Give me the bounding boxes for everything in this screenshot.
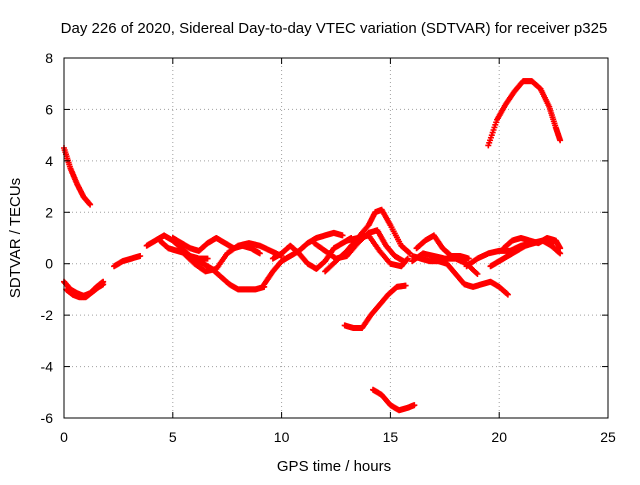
series-track-1 bbox=[61, 145, 94, 208]
data-point bbox=[404, 255, 411, 262]
data-point bbox=[474, 271, 481, 277]
data-point bbox=[473, 269, 480, 276]
series-track-14 bbox=[341, 282, 409, 331]
data-point bbox=[256, 250, 263, 257]
y-tick-label: -2 bbox=[41, 307, 54, 323]
data-layer bbox=[61, 78, 564, 414]
data-point bbox=[411, 402, 418, 409]
data-point bbox=[339, 232, 346, 239]
x-tick-label: 10 bbox=[274, 429, 290, 445]
data-point bbox=[100, 281, 107, 288]
y-axis-label: SDTVAR / TECUs bbox=[7, 178, 24, 298]
y-tick-label: -6 bbox=[41, 410, 54, 426]
x-tick-label: 5 bbox=[169, 429, 177, 445]
series-track-8 bbox=[180, 240, 285, 275]
series-track-18 bbox=[409, 250, 481, 277]
series-track-22 bbox=[485, 78, 564, 149]
x-tick-label: 20 bbox=[491, 429, 507, 445]
x-tick-label: 0 bbox=[60, 429, 68, 445]
data-point bbox=[557, 245, 564, 252]
x-tick-label: 25 bbox=[600, 429, 616, 445]
series-track-10 bbox=[269, 235, 355, 272]
series-track-15 bbox=[369, 386, 418, 414]
x-axis-label: GPS time / hours bbox=[277, 458, 391, 475]
y-tick-label: 4 bbox=[45, 153, 53, 169]
plot-frame bbox=[63, 57, 609, 419]
data-point bbox=[87, 201, 94, 208]
data-point bbox=[137, 253, 144, 259]
data-point bbox=[402, 282, 409, 289]
series-track-12 bbox=[322, 206, 413, 275]
series-track-9 bbox=[261, 229, 346, 288]
data-point bbox=[465, 255, 472, 262]
chart-title: Day 226 of 2020, Sidereal Day-to-day VTE… bbox=[61, 20, 608, 37]
series-track-13 bbox=[343, 232, 411, 270]
y-tick-label: 8 bbox=[45, 50, 53, 66]
data-point bbox=[557, 250, 564, 257]
series-track-3 bbox=[63, 281, 107, 301]
plot-border bbox=[63, 57, 609, 419]
series-track-4 bbox=[111, 253, 144, 270]
data-point bbox=[504, 291, 511, 298]
tick-layer: 0 5 10 15 20 25 -6 -4 -2 0 2 4 6 8 bbox=[41, 50, 616, 445]
series-track-21 bbox=[500, 235, 564, 252]
data-point bbox=[204, 255, 211, 262]
y-tick-label: -4 bbox=[41, 359, 54, 375]
data-point bbox=[557, 137, 564, 144]
x-tick-label: 15 bbox=[383, 429, 399, 445]
y-tick-label: 6 bbox=[45, 101, 53, 117]
y-tick-label: 0 bbox=[45, 256, 53, 272]
y-tick-label: 2 bbox=[45, 204, 53, 220]
